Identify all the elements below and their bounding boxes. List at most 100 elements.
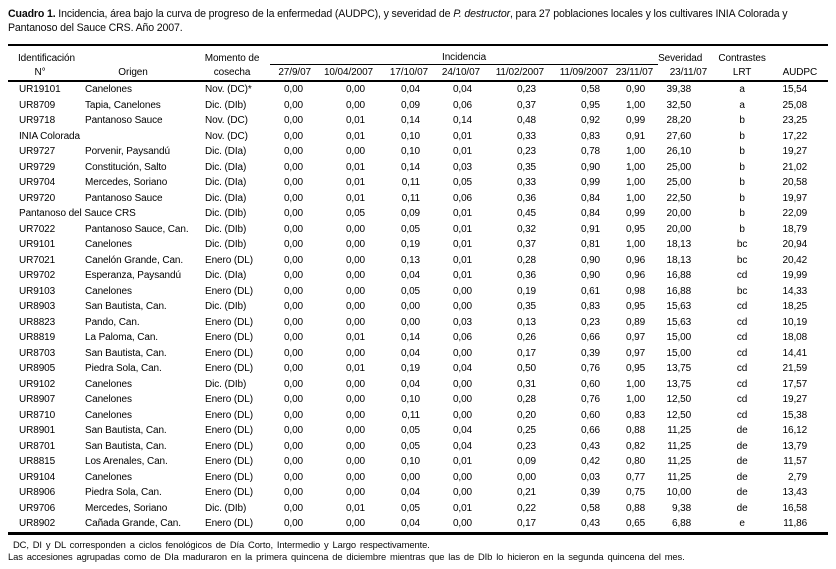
cell-incidencia-4: 0,01: [452, 254, 473, 266]
cell-identificacion: UR8902: [19, 518, 56, 529]
cell-lrt-contraste: cd: [736, 378, 748, 390]
cell-incidencia-2: 0,00: [345, 425, 366, 436]
cell-incidencia-2: 0,05: [345, 208, 366, 219]
cell-severidad: 12,50: [666, 394, 692, 405]
cell-incidencia-6: 0,91: [580, 223, 601, 235]
cell-severidad: 15,63: [666, 301, 692, 312]
cell-incidencia-6: 0,83: [580, 130, 601, 142]
cell-incidencia-1: 0,00: [283, 471, 304, 483]
cell-lrt-contraste: cd: [736, 301, 748, 312]
header-group-spacer: [768, 45, 828, 65]
cell-incidencia-6: 0,90: [580, 270, 601, 281]
cell-incidencia-2: 0,00: [345, 440, 366, 452]
cell-origen: San Bautista, Can.: [85, 425, 167, 436]
cell-lrt-contraste: cd: [736, 316, 748, 328]
cell-identificacion: INIA Colorada: [19, 130, 80, 142]
table-row: UR8819 La Paloma, Can. Enero (DL) 0,00 0,01 0…: [8, 330, 828, 346]
cell-lrt-contraste: de: [736, 471, 748, 483]
footnote-2: Las accesiones agrupadas como de DIa mad…: [8, 551, 685, 562]
cell-incidencia-4: 0,06: [452, 332, 473, 343]
cell-incidencia-2: 0,00: [345, 285, 366, 297]
cell-severidad: 15,63: [666, 316, 692, 328]
cell-incidencia-7: 0,75: [626, 487, 646, 498]
cell-incidencia-1: 0,00: [283, 394, 304, 405]
cell-lrt-contraste: b: [739, 192, 745, 204]
cell-incidencia-4: 0,14: [452, 115, 473, 126]
table-row: UR9720 Pantanoso Sauce Dic. (DIa) 0,00 0,01 0…: [8, 191, 828, 207]
cell-incidencia-7: 1,00: [626, 177, 646, 188]
cell-lrt-contraste: bc: [736, 239, 748, 250]
footnotes: DC, DI y DL corresponden a ciclos fenoló…: [8, 539, 828, 564]
cell-incidencia-5: 0,35: [516, 161, 537, 173]
cell-identificacion: UR8701: [19, 440, 56, 452]
cell-incidencia-2: 0,01: [345, 192, 366, 204]
cell-severidad: 15,00: [666, 347, 692, 359]
cell-lrt-contraste: b: [739, 223, 745, 235]
cell-incidencia-6: 0,39: [580, 487, 601, 498]
cell-origen: Pantanoso Sauce: [85, 192, 163, 204]
footnote-1: DC, DI y DL corresponden a ciclos fenoló…: [13, 538, 430, 550]
cell-incidencia-4: 0,00: [452, 378, 473, 390]
cell-momento: Enero (DL): [205, 316, 253, 328]
cell-origen: Canelones: [85, 394, 132, 405]
cell-incidencia-3: 0,04: [400, 84, 421, 95]
cell-incidencia-6: 0,83: [580, 301, 601, 312]
cell-incidencia-5: 0,17: [516, 518, 537, 529]
cell-incidencia-5: 0,19: [516, 285, 537, 297]
header-group-row: Identificación Momento de Incidencia Sev…: [8, 45, 828, 65]
cell-incidencia-2: 0,00: [345, 471, 366, 483]
cell-incidencia-4: 0,04: [452, 363, 473, 374]
cell-incidencia-3: 0,11: [401, 192, 421, 204]
cell-identificacion: UR8709: [19, 99, 56, 111]
cell-severidad: 25,00: [666, 161, 692, 173]
cell-incidencia-1: 0,00: [283, 254, 304, 266]
cell-incidencia-7: 0,99: [626, 208, 646, 219]
cell-incidencia-5: 0,37: [516, 239, 537, 250]
cell-incidencia-7: 0,80: [626, 456, 646, 467]
cell-identificacion: UR19101: [19, 84, 61, 95]
cell-incidencia-5: 0,36: [516, 270, 537, 281]
cell-incidencia-4: 0,01: [452, 270, 473, 281]
cell-audpc: 23,25: [782, 115, 808, 126]
cell-identificacion: UR7021: [19, 254, 56, 266]
table-row: UR8907 Canelones Enero (DL) 0,00 0,00 0,10 0,0…: [8, 392, 828, 408]
cell-identificacion: UR8710: [19, 409, 56, 421]
cell-incidencia-1: 0,00: [283, 177, 304, 188]
cell-identificacion: UR9720: [19, 192, 56, 204]
cell-momento: Enero (DL): [205, 409, 253, 421]
caption-text-1: Incidencia, área bajo la curva de progre…: [55, 8, 454, 20]
cell-incidencia-2: 0,01: [345, 130, 366, 142]
cell-origen: Pantanoso Sauce: [85, 115, 163, 126]
cell-incidencia-3: 0,05: [400, 502, 421, 514]
cell-severidad: 22,50: [666, 192, 692, 204]
table-row: INIA Colorada Nov. (DC) 0,00 0,01 0,10 0,01 0,…: [8, 129, 828, 145]
cell-incidencia-2: 0,00: [345, 394, 366, 405]
cell-audpc: 22,09: [782, 208, 808, 219]
cell-incidencia-2: 0,01: [345, 332, 366, 343]
cell-lrt-contraste: cd: [736, 363, 748, 374]
cell-lrt-contraste: b: [739, 130, 745, 142]
cell-lrt-contraste: de: [736, 440, 748, 452]
cell-incidencia-2: 0,00: [345, 487, 366, 498]
cell-incidencia-7: 1,00: [626, 146, 646, 157]
cell-identificacion: UR9102: [19, 378, 56, 390]
cell-incidencia-1: 0,00: [283, 378, 304, 390]
table-row: UR8902 Cañada Grande, Can. Enero (DL) 0,00 0…: [8, 516, 828, 533]
header-col-audpc: AUDPC: [768, 64, 829, 82]
header-col-date-2: 10/04/2007: [316, 64, 379, 82]
header-momento-line1: Momento de: [204, 52, 260, 64]
table-row: UR8701 San Bautista, Can. Enero (DL) 0,00 0,…: [8, 439, 828, 455]
cell-momento: Enero (DL): [205, 285, 253, 297]
cell-audpc: 19,99: [782, 270, 808, 281]
table-row: UR9702 Esperanza, Paysandú Dic. (DIa) 0,00 0…: [8, 268, 828, 284]
cell-audpc: 18,79: [782, 223, 808, 235]
cell-audpc: 19,97: [782, 192, 808, 204]
caption-text-2: , para 27 poblaciones locales y los cult…: [8, 8, 788, 34]
cell-audpc: 2,79: [788, 471, 808, 483]
cell-incidencia-3: 0,05: [400, 223, 421, 235]
cell-lrt-contraste: b: [739, 146, 745, 157]
cell-incidencia-6: 0,66: [580, 332, 601, 343]
cell-lrt-contraste: bc: [736, 285, 748, 297]
cell-identificacion: UR9101: [19, 239, 56, 250]
